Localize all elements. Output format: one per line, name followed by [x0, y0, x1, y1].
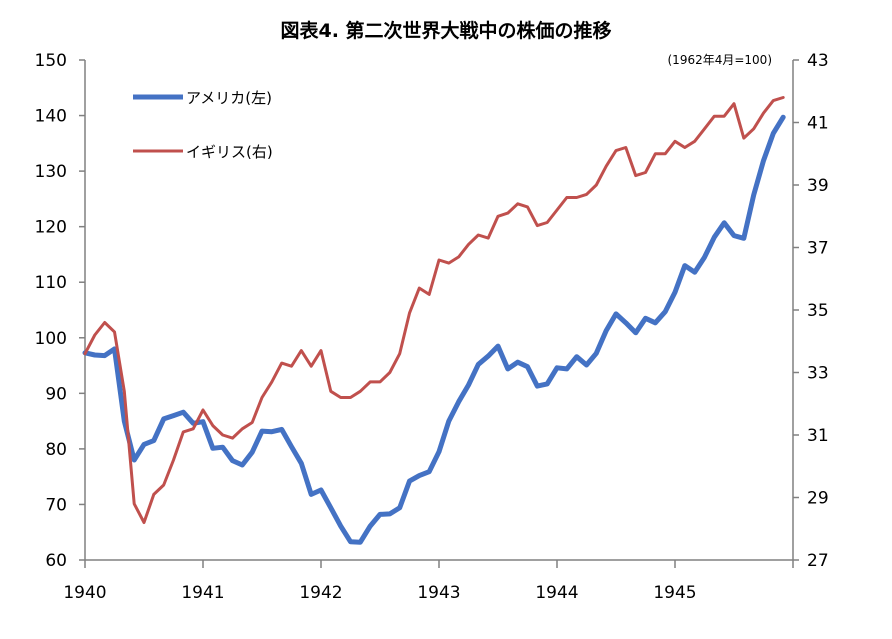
left-y-tick-label: 140: [35, 107, 67, 127]
left-y-tick-label: 150: [35, 51, 67, 71]
legend-label-uk: イギリス(右): [186, 143, 273, 161]
right-y-tick-label: 37: [807, 239, 829, 259]
series-line-uk: [83, 96, 785, 524]
left-y-tick-label: 80: [45, 440, 67, 460]
right-y-ticks: 27 29 31 33 35 37 39 41 43: [793, 51, 829, 571]
left-y-tick-label: 130: [35, 162, 67, 182]
series-layer: [82, 96, 786, 545]
left-y-tick-label: 70: [45, 495, 67, 515]
right-y-tick-label: 41: [807, 114, 829, 134]
left-y-ticks: 60 70 80 90 100 110 120 130 140 150: [35, 51, 85, 571]
x-tick-label: 1940: [63, 583, 106, 603]
right-y-tick-label: 39: [807, 176, 829, 196]
right-y-tick-label: 31: [807, 426, 829, 446]
left-y-tick-label: 100: [35, 329, 67, 349]
x-tick-label: 1945: [653, 583, 696, 603]
x-tick-label: 1941: [181, 583, 224, 603]
right-y-tick-label: 35: [807, 301, 829, 321]
series-line-usa: [82, 114, 786, 545]
legend: アメリカ(左) イギリス(右): [133, 89, 273, 161]
right-y-tick-label: 27: [807, 551, 829, 571]
right-y-tick-label: 43: [807, 51, 829, 71]
chart-title: 図表4. 第二次世界大戦中の株価の推移: [280, 19, 611, 42]
legend-label-usa: アメリカ(左): [186, 89, 272, 107]
x-tick-label: 1943: [417, 583, 460, 603]
right-y-tick-label: 33: [807, 364, 829, 384]
x-tick-label: 1942: [299, 583, 342, 603]
x-ticks: 1940 1941 1942 1943 1944 1945: [63, 560, 794, 603]
left-y-tick-label: 110: [35, 273, 67, 293]
left-y-tick-label: 120: [35, 218, 67, 238]
chart-subtitle: (1962年4月=100): [668, 53, 773, 67]
left-y-tick-label: 60: [45, 551, 67, 571]
right-y-tick-label: 29: [807, 489, 829, 509]
x-tick-label: 1944: [535, 583, 578, 603]
left-y-tick-label: 90: [45, 384, 67, 404]
